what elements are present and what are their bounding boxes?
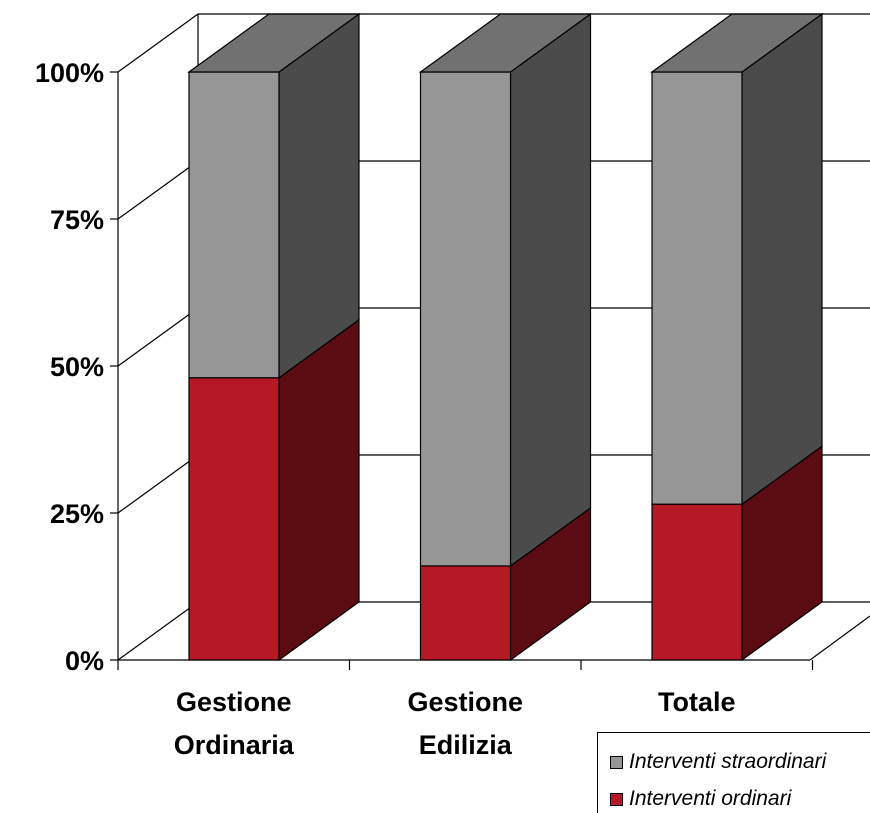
legend-swatch-straordinari	[610, 755, 623, 769]
bar-group-1	[418, 12, 593, 662]
x-tick-label-0-1: Ordinaria	[174, 730, 295, 760]
legend-item-straordinari: Interventi straordinari	[610, 750, 826, 774]
y-tick-label-0: 0%	[65, 646, 104, 676]
bar-segment-1-0	[419, 565, 512, 661]
gridline-side-1	[117, 454, 199, 514]
y-tick-label-3: 75%	[50, 205, 104, 235]
y-tick-labels: 0% 25% 50% 75% 100%	[35, 58, 104, 676]
bar-side-0-1	[278, 12, 360, 379]
x-tick-label-2-0: Totale	[658, 687, 736, 717]
bar-top-2	[650, 13, 824, 73]
y-tick-label-2: 50%	[50, 352, 104, 382]
legend-swatch-ordinari	[610, 792, 623, 806]
bar-side-2-1	[741, 12, 823, 506]
bar-group-2	[650, 12, 824, 662]
bar-segment-2-1	[651, 71, 743, 505]
x-tick-labels: Gestione Ordinaria Gestione Edilizia Totale	[174, 687, 736, 760]
bar-segment-1-1	[419, 71, 512, 567]
bar-side-0-0	[278, 318, 360, 662]
y-axis	[110, 71, 814, 670]
gridline-side-0	[117, 601, 199, 661]
bar-segment-0-1	[188, 71, 280, 379]
bar-group-0	[187, 12, 361, 662]
legend: Interventi straordinari Interventi ordin…	[597, 732, 870, 813]
bar-top-1	[418, 13, 593, 73]
y-tick-label-1: 25%	[50, 499, 104, 529]
x-tick-label-1-1: Edilizia	[419, 730, 513, 760]
gridline-side-3	[117, 160, 199, 220]
legend-item-ordinari: Interventi ordinari	[610, 787, 791, 811]
legend-label-straordinari: Interventi straordinari	[629, 750, 827, 773]
floor-right-edge	[809, 615, 870, 661]
bar-segment-0-0	[188, 377, 280, 661]
y-tick-label-4: 100%	[35, 58, 104, 88]
gridline-side-4	[117, 13, 199, 73]
x-tick-label-1-0: Gestione	[407, 687, 523, 717]
legend-label-ordinari: Interventi ordinari	[629, 787, 792, 810]
bars	[187, 12, 824, 662]
bar-side-1-1	[509, 12, 592, 568]
bar-top-0	[187, 13, 361, 73]
gridline-side-2	[117, 307, 199, 367]
x-tick-label-0-0: Gestione	[176, 687, 292, 717]
bar-segment-2-0	[651, 503, 743, 661]
